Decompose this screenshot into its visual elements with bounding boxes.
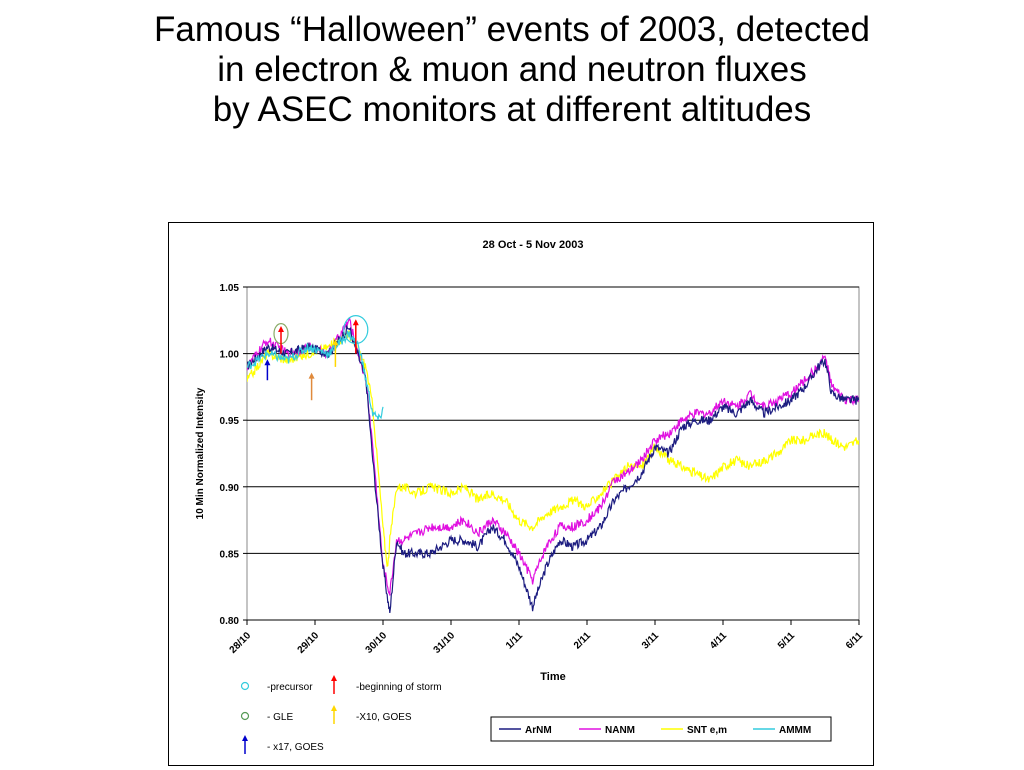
annotation-legend-arrow-head: [331, 675, 337, 681]
y-tick-label: 0.85: [220, 549, 240, 560]
series-line-nanm: [247, 317, 859, 596]
x-tick-label: 28/10: [228, 630, 254, 656]
x-axis-label: Time: [540, 671, 565, 683]
annotation-legend-circle: [240, 681, 250, 691]
slide-title-line-3: by ASEC monitors at different altitudes: [212, 90, 812, 129]
legend-label: AMMM: [779, 725, 811, 736]
slide-title-line-2: in electron & muon and neutron fluxes: [217, 50, 807, 89]
annotation-arrow-head: [264, 359, 271, 366]
annotation-arrow-head: [352, 319, 359, 326]
y-axis-label: 10 Min Normalized Intensity: [195, 387, 206, 519]
y-tick-label: 1.05: [220, 283, 240, 294]
chart-svg: 28 Oct - 5 Nov 2003 0.80 0.85 0.90 0.95 1.00 1…: [195, 239, 865, 754]
annotation-arrow-head: [308, 372, 315, 379]
legend-label: SNT e,m: [687, 725, 727, 736]
annotation-legend-label: - x17, GOES: [267, 742, 324, 753]
y-tick-label: 0.80: [220, 616, 240, 627]
series-line-ammm: [247, 330, 384, 420]
x-tick-label: 1/11: [504, 630, 525, 651]
annotation-legend-label: -precursor: [267, 682, 313, 693]
chart-title: 28 Oct - 5 Nov 2003: [483, 239, 584, 251]
chart-frame: 28 Oct - 5 Nov 2003 0.80 0.85 0.90 0.95 1.00 1…: [168, 222, 874, 766]
y-tick-label: 1.00: [220, 350, 240, 361]
x-tick-label: 29/10: [296, 630, 322, 656]
x-tick-label: 5/11: [776, 630, 797, 651]
legend-label: NANM: [605, 725, 635, 736]
annotation-legend-label: - GLE: [267, 712, 293, 723]
annotation-legend-circle: [240, 711, 250, 721]
x-tick-label: 4/11: [708, 630, 729, 651]
x-tick-label: 3/11: [640, 630, 661, 651]
annotation-arrow-head: [278, 325, 284, 332]
y-tick-label: 0.95: [220, 416, 240, 427]
slide-title: Famous “Halloween” events of 2003, detec…: [0, 10, 1024, 130]
x-tick-label: 6/11: [844, 630, 865, 651]
x-tick-label: 31/10: [432, 630, 458, 656]
y-tick-label: 0.90: [220, 483, 240, 494]
annotation-legend-arrow-head: [331, 705, 337, 711]
annotation-legend-label: -beginning of storm: [356, 682, 442, 693]
slide-title-line-1: Famous “Halloween” events of 2003, detec…: [154, 10, 870, 49]
annotation-legend-label: -X10, GOES: [356, 712, 412, 723]
x-tick-label: 2/11: [572, 630, 593, 651]
legend-label: ArNM: [525, 725, 552, 736]
annotation-legend-arrow-head: [242, 735, 248, 741]
series-line-arnm: [247, 325, 859, 613]
plot-area: [246, 286, 860, 621]
annotation-arrow-head: [332, 339, 339, 346]
x-tick-label: 30/10: [364, 630, 390, 656]
